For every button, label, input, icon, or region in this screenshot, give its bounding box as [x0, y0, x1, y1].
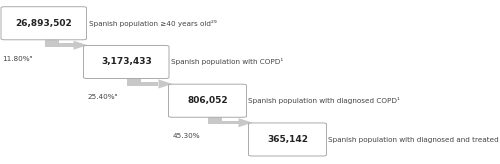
Text: 45.30%: 45.30%	[172, 133, 200, 139]
Text: 25.40%ᵃ: 25.40%ᵃ	[88, 94, 118, 101]
Polygon shape	[238, 118, 252, 127]
FancyBboxPatch shape	[248, 123, 326, 156]
Text: Spanish population with diagnosed and treated COPD³⁰: Spanish population with diagnosed and tr…	[328, 136, 500, 143]
Text: 11.80%ᵃ: 11.80%ᵃ	[2, 56, 33, 62]
Polygon shape	[44, 43, 74, 47]
Text: 806,052: 806,052	[187, 96, 228, 105]
Polygon shape	[208, 116, 222, 123]
Text: Spanish population with diagnosed COPD¹: Spanish population with diagnosed COPD¹	[248, 97, 400, 104]
Text: 3,173,433: 3,173,433	[101, 58, 152, 66]
Text: Spanish population ≥40 years old²⁹: Spanish population ≥40 years old²⁹	[88, 20, 216, 27]
Text: Spanish population with COPD¹: Spanish population with COPD¹	[171, 59, 283, 65]
Polygon shape	[44, 39, 59, 45]
Polygon shape	[158, 79, 172, 88]
Polygon shape	[127, 77, 141, 84]
Polygon shape	[208, 121, 238, 124]
FancyBboxPatch shape	[168, 84, 246, 117]
FancyBboxPatch shape	[1, 7, 86, 40]
FancyBboxPatch shape	[84, 45, 169, 79]
Polygon shape	[127, 82, 158, 86]
Polygon shape	[74, 41, 88, 50]
Text: 365,142: 365,142	[267, 135, 308, 144]
Text: 26,893,502: 26,893,502	[16, 19, 72, 28]
